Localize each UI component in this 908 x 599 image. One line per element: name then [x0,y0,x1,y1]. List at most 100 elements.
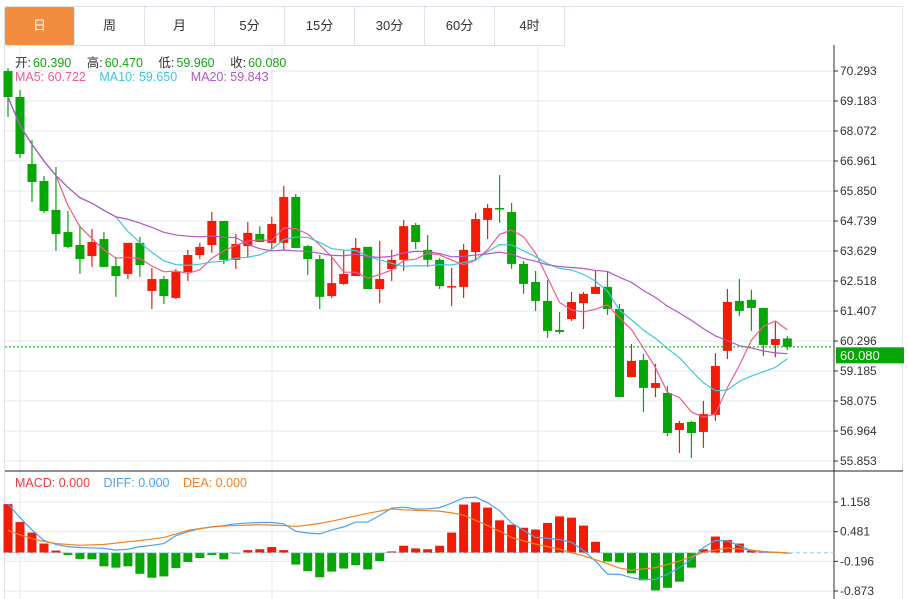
macd-bar [243,550,253,553]
macd-bar [219,552,229,560]
candle [171,269,181,300]
candle [686,420,696,458]
macd-bar [111,552,121,568]
candle [603,272,612,315]
macd-bar [135,552,145,574]
macd-bar [459,504,469,553]
candle-body [447,286,457,288]
candle [291,193,301,248]
candle [507,202,517,270]
tab-30min[interactable]: 30分 [355,7,425,45]
macd-bar [734,543,744,553]
candle-body [746,299,756,308]
macd-bar [363,552,373,570]
candle [87,229,97,267]
tab-15min[interactable]: 15分 [285,7,355,45]
ma5-line [7,96,788,418]
candle-body [722,302,732,351]
open-value: 60.390 [32,56,72,70]
candle-body [770,339,780,345]
candle [315,255,325,310]
candle [650,363,660,398]
candle [746,289,756,331]
macd-bar [255,549,265,553]
candle [123,242,133,280]
macd-bar [435,545,445,553]
tab-5min[interactable]: 5分 [215,7,285,45]
tab-4hour[interactable]: 4时 [495,7,565,45]
macd-bar [567,517,577,553]
macd-bar [159,552,169,577]
macd-bar [603,552,612,562]
macd-bar [591,541,601,553]
y-tick-label: 61.407 [840,304,877,318]
open-label: 开: [15,56,31,70]
macd-legend: MACD: 0.000 DIFF: 0.000 DEA: 0.000 [15,476,249,490]
candle-body [183,255,193,273]
candle-body [99,239,109,267]
candle [411,222,421,250]
candle [63,210,73,248]
macd-bar [519,527,529,553]
candle-body [207,220,217,246]
macd-bar [555,516,565,553]
y-tick-label: 62.518 [840,274,877,288]
candle-body [507,212,517,264]
ma20-line [7,96,788,355]
candle [399,219,409,271]
candle-body [315,259,325,297]
tab-week[interactable]: 周 [75,7,145,45]
macd-bar [507,524,517,553]
dea-line [7,508,788,571]
diff-line [7,496,788,581]
ma20-legend: MA20: 59.843 [190,70,269,84]
candle-body [435,259,445,287]
candle-body [423,249,433,260]
candle-body [483,208,493,220]
candle-body [471,219,481,253]
candle [555,311,565,334]
candle [459,243,469,298]
candle [483,203,493,240]
macd-bar [279,550,289,553]
high-label: 高: [86,56,103,70]
macd-bar [650,552,660,591]
macd-bar [399,545,409,553]
candle-body [51,209,61,234]
macd-y-tick-label: 1.158 [840,495,870,509]
candle-body [614,309,624,398]
tab-day[interactable]: 日 [5,7,75,45]
candle-body [399,226,409,260]
candle [758,307,768,357]
macd-bar [662,552,672,588]
macd-bar [39,543,49,553]
tab-month[interactable]: 月 [145,7,215,45]
candle-body [555,330,565,332]
candle [195,242,205,260]
candle [375,240,385,304]
tab-60min[interactable]: 60分 [425,7,495,45]
candle [219,220,229,264]
close-value: 60.080 [248,56,287,70]
candle-body [531,282,541,301]
dea-legend-value: DEA: 0.000 [183,476,247,490]
candle-body [591,286,601,294]
candle [351,237,361,277]
candle-body [387,259,397,270]
candle [782,336,792,351]
candle [770,321,780,358]
macd-bar [375,552,385,562]
candle [567,292,577,321]
candle-body [339,273,349,284]
candle-body [267,223,277,243]
candle [147,267,157,310]
macd-bar [746,550,756,553]
candle [614,303,624,398]
candle-body [3,71,13,98]
candle [207,212,217,253]
candle [722,289,732,359]
macd-bar [483,507,493,553]
macd-bar [291,552,301,565]
candle-body [411,225,421,243]
